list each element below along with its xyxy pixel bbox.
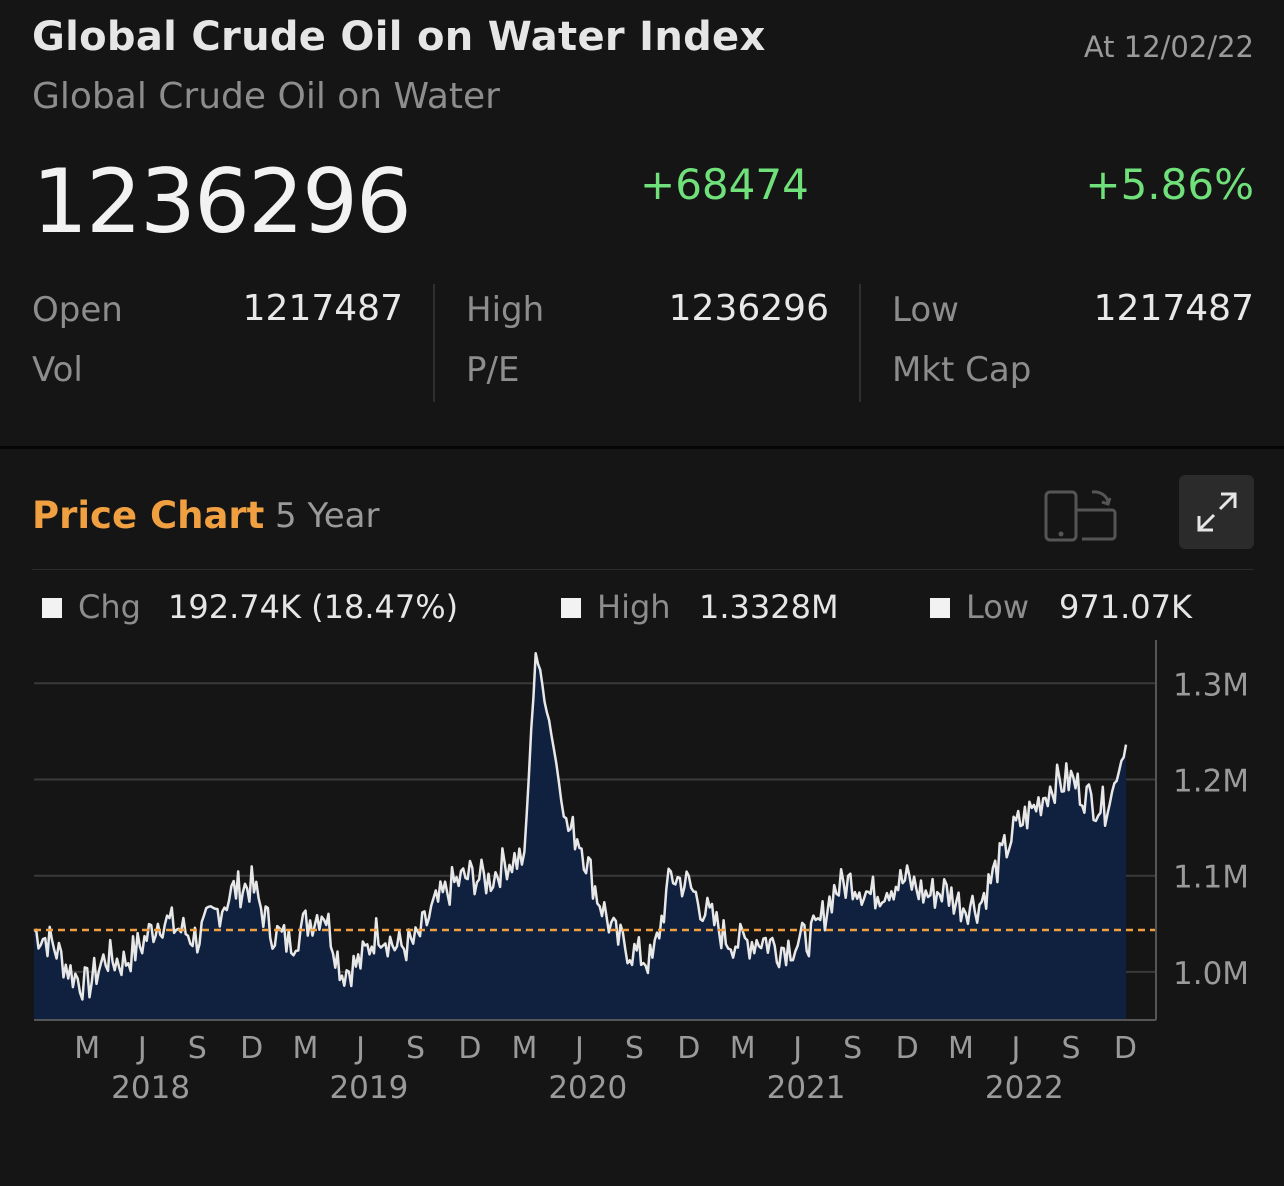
legend-chg-value: 192.74K (18.47%) <box>168 588 459 626</box>
index-title: Global Crude Oil on Water Index <box>32 14 766 60</box>
x-tick-label: S <box>406 1031 425 1066</box>
legend-high-label: High <box>597 588 671 626</box>
x-year-label: 2018 <box>111 1070 190 1106</box>
legend-high-value: 1.3328M <box>699 588 839 626</box>
x-tick-label: S <box>625 1031 644 1066</box>
open-value: 1217487 <box>242 288 403 329</box>
x-tick-label: D <box>896 1031 919 1066</box>
legend-low-value: 971.07K <box>1059 588 1192 626</box>
chart-range-selector[interactable]: 5 Year <box>275 496 380 536</box>
x-year-label: 2020 <box>548 1070 627 1106</box>
chart-divider <box>32 569 1254 570</box>
x-tick-label: M <box>948 1031 974 1066</box>
x-year-label: 2021 <box>767 1070 846 1106</box>
x-tick-label: D <box>677 1031 700 1066</box>
high-label: High <box>466 290 545 330</box>
x-tick-label: J <box>573 1031 584 1066</box>
x-tick-label: J <box>354 1031 365 1066</box>
section-divider <box>0 446 1284 449</box>
y-tick-label: 1.2M <box>1173 763 1249 799</box>
y-tick-label: 1.1M <box>1173 860 1249 896</box>
price-change-percent: +5.86% <box>1085 160 1254 209</box>
low-label: Low <box>892 290 959 330</box>
x-tick-label: M <box>730 1031 756 1066</box>
legend-marker <box>42 598 62 618</box>
x-tick-label: J <box>791 1031 802 1066</box>
price-area <box>34 653 1126 1020</box>
x-tick-label: D <box>240 1031 263 1066</box>
pe-label: P/E <box>466 350 520 390</box>
as-of-date: At 12/02/22 <box>1083 30 1254 64</box>
stats-divider <box>859 284 861 402</box>
index-subtitle: Global Crude Oil on Water <box>32 76 500 117</box>
price-change: +68474 <box>640 160 809 209</box>
expand-chart-button[interactable] <box>1179 475 1254 549</box>
low-value: 1217487 <box>1093 288 1254 329</box>
legend-chg-label: Chg <box>78 588 141 626</box>
mktcap-label: Mkt Cap <box>892 350 1032 390</box>
price-chart[interactable]: 1.0M1.1M1.2M1.3M M J S D M J S D M J S D M J S D M J S D201… <box>0 630 1284 1120</box>
open-label: Open <box>32 290 123 330</box>
x-tick-label: J <box>136 1031 147 1066</box>
y-tick-label: 1.0M <box>1173 956 1249 992</box>
x-tick-label: S <box>188 1031 207 1066</box>
legend-marker <box>561 598 581 618</box>
price-chart-title: Price Chart <box>32 494 265 537</box>
x-year-label: 2022 <box>985 1070 1064 1106</box>
y-tick-label: 1.3M <box>1173 667 1249 703</box>
stats-divider <box>433 284 435 402</box>
last-price: 1236296 <box>32 150 412 253</box>
rotate-device-icon[interactable] <box>1042 486 1118 544</box>
x-tick-label: M <box>293 1031 319 1066</box>
x-tick-label: S <box>843 1031 862 1066</box>
legend-low-label: Low <box>966 588 1030 626</box>
x-tick-label: D <box>458 1031 481 1066</box>
x-tick-label: S <box>1061 1031 1080 1066</box>
x-tick-label: J <box>1010 1031 1021 1066</box>
x-tick-label: D <box>1114 1031 1137 1066</box>
price-line <box>33 652 1128 1001</box>
high-value: 1236296 <box>668 288 829 329</box>
expand-icon <box>1197 492 1236 532</box>
x-tick-label: M <box>511 1031 537 1066</box>
x-year-label: 2019 <box>329 1070 408 1106</box>
x-tick-label: M <box>74 1031 100 1066</box>
legend-marker <box>930 598 950 618</box>
vol-label: Vol <box>32 350 83 390</box>
